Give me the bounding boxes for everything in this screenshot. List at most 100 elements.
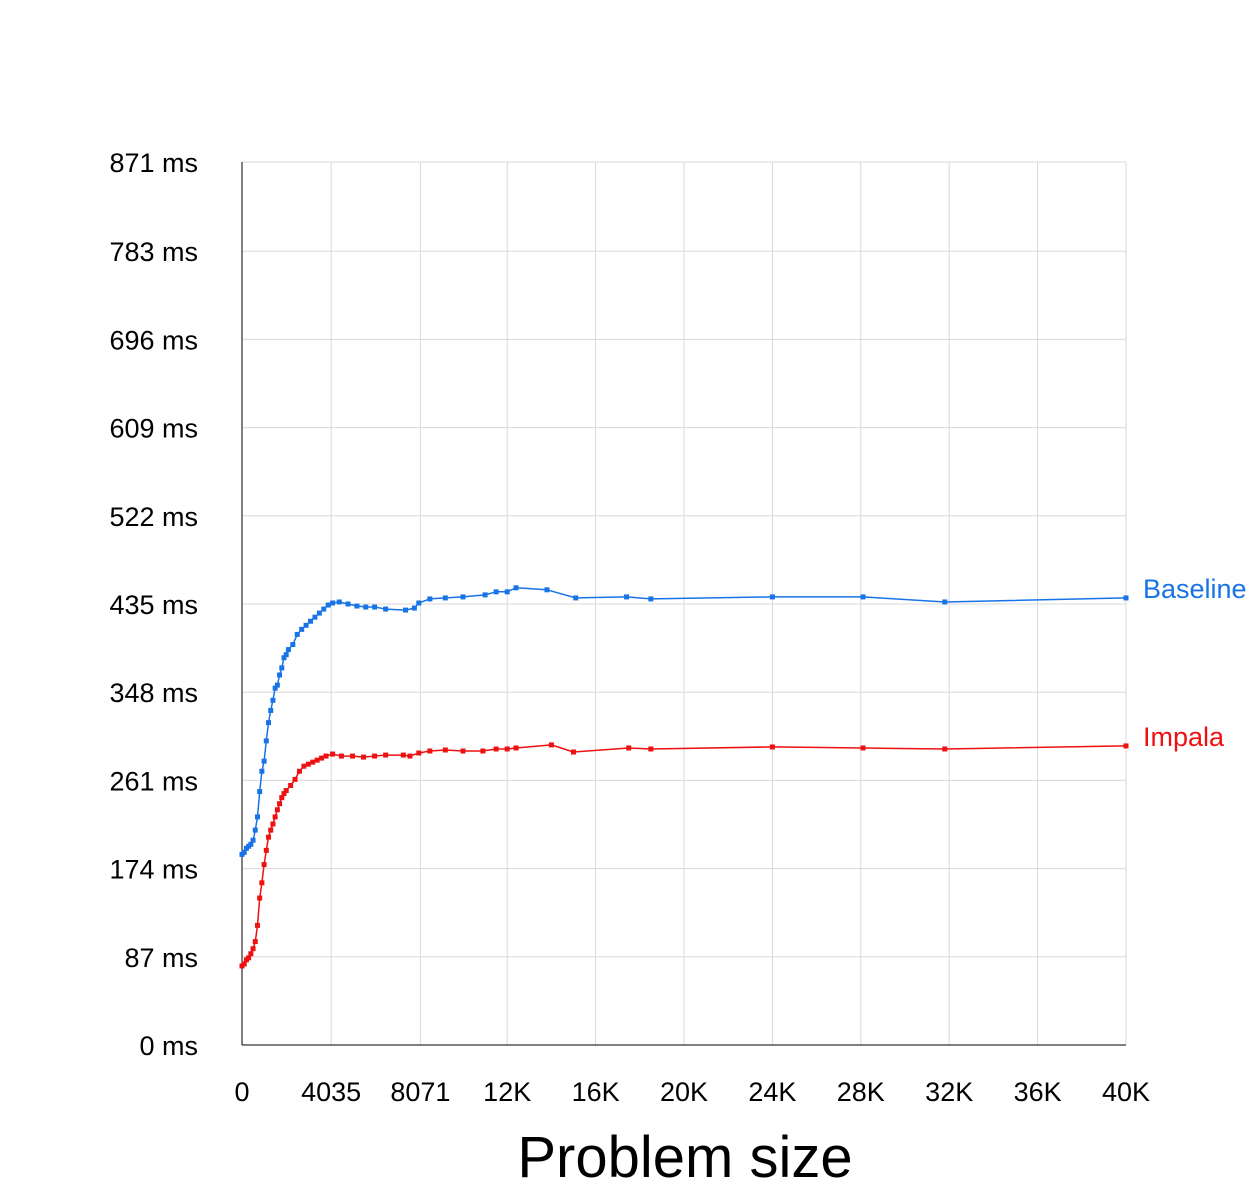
grid-lines [242,161,1127,1045]
data-point-baseline [460,594,466,600]
y-tick-label: 609 ms [109,414,198,444]
data-point-impala [338,753,344,759]
series-label-baseline: Baseline [1143,574,1247,604]
data-point-baseline [241,849,247,855]
data-point-baseline [272,685,278,691]
data-point-impala [277,801,283,807]
data-point-baseline [303,622,309,628]
data-point-baseline [261,758,267,764]
data-point-impala [571,749,576,755]
data-point-impala [288,782,294,788]
data-point-baseline [257,789,263,795]
data-point-baseline [263,738,269,744]
x-tick-label: 12K [483,1077,531,1107]
data-point-impala [310,759,316,765]
data-point-impala [372,753,378,759]
x-tick-label: 0 [234,1077,249,1107]
y-tick-label: 435 ms [109,590,198,620]
data-point-baseline [279,665,285,671]
y-tick-label: 87 ms [124,943,198,973]
y-tick-label: 174 ms [109,855,198,885]
y-tick-labels: 0 ms 87 ms 174 ms 261 ms 348 ms 435 ms 522 ms 6… [109,148,198,1061]
data-point-baseline [544,587,550,593]
data-point-impala [361,754,367,760]
data-point-impala [504,746,510,752]
data-point-impala [259,880,265,886]
data-point-baseline [254,814,260,820]
data-point-impala [246,955,252,961]
data-point-baseline [416,600,422,606]
data-point-impala [283,788,289,794]
y-tick-label: 871 ms [109,148,198,178]
series-labels: Baseline Impala [1143,574,1247,752]
data-point-baseline [411,605,417,611]
data-point-baseline [266,720,272,726]
data-point-baseline [312,614,318,620]
data-point-baseline [383,606,389,612]
x-axis-title: Problem size [517,1125,852,1190]
x-tick-label: 36K [1014,1077,1062,1107]
data-point-baseline [259,768,265,774]
x-tick-label: 40K [1102,1077,1150,1107]
x-tick-label: 24K [748,1077,796,1107]
data-point-impala [248,951,254,957]
data-point-impala [272,814,278,820]
data-point-baseline [330,600,336,606]
data-point-baseline [363,604,369,610]
data-point-impala [407,753,413,759]
data-point-impala [769,744,775,750]
data-point-baseline [493,589,499,595]
data-point-baseline [573,595,579,601]
data-point-baseline [769,594,775,600]
data-point-baseline [942,599,948,605]
data-point-baseline [442,595,448,601]
data-point-baseline [624,594,630,600]
axes [241,162,1126,1046]
data-point-baseline [427,596,433,602]
data-point-baseline [345,601,351,607]
data-point-impala [261,862,267,868]
data-point-baseline [268,707,274,713]
data-point-baseline [281,655,287,661]
data-point-impala [314,757,320,763]
y-tick-label: 522 ms [109,502,198,532]
data-point-impala [548,742,554,748]
data-point-baseline [336,599,342,605]
data-point-impala [268,827,274,833]
data-point-impala [319,755,325,761]
data-point-impala [252,939,258,945]
data-point-impala [270,821,276,827]
data-point-baseline [285,647,291,653]
data-point-baseline [290,642,296,648]
data-point-impala [241,961,247,967]
data-point-impala [427,748,433,754]
data-point-impala [383,752,389,758]
data-point-impala [274,807,280,813]
data-point-impala [442,747,448,753]
data-point-impala [281,791,287,797]
data-point-impala [1123,743,1129,749]
y-tick-label: 0 ms [139,1031,198,1061]
data-point-impala [250,946,256,952]
data-point-baseline [299,626,305,632]
y-tick-label: 261 ms [109,766,198,796]
data-point-impala [493,746,499,752]
data-point-baseline [1123,595,1129,601]
x-tick-label: 16K [572,1077,620,1107]
y-tick-label: 783 ms [109,237,198,267]
data-point-baseline [321,606,327,612]
data-point-impala [400,752,406,758]
data-point-baseline [252,827,258,833]
data-point-baseline [277,672,283,678]
data-point-baseline [482,592,488,598]
x-tick-label: 8071 [390,1077,450,1107]
x-tick-label: 20K [660,1077,708,1107]
data-point-impala [480,748,486,754]
data-point-baseline [372,604,378,610]
data-point-impala [416,750,422,756]
data-point-baseline [403,607,409,613]
data-point-baseline [860,594,866,600]
series-lines [239,585,1129,969]
data-point-impala [323,753,329,759]
x-tick-label: 4035 [301,1077,361,1107]
